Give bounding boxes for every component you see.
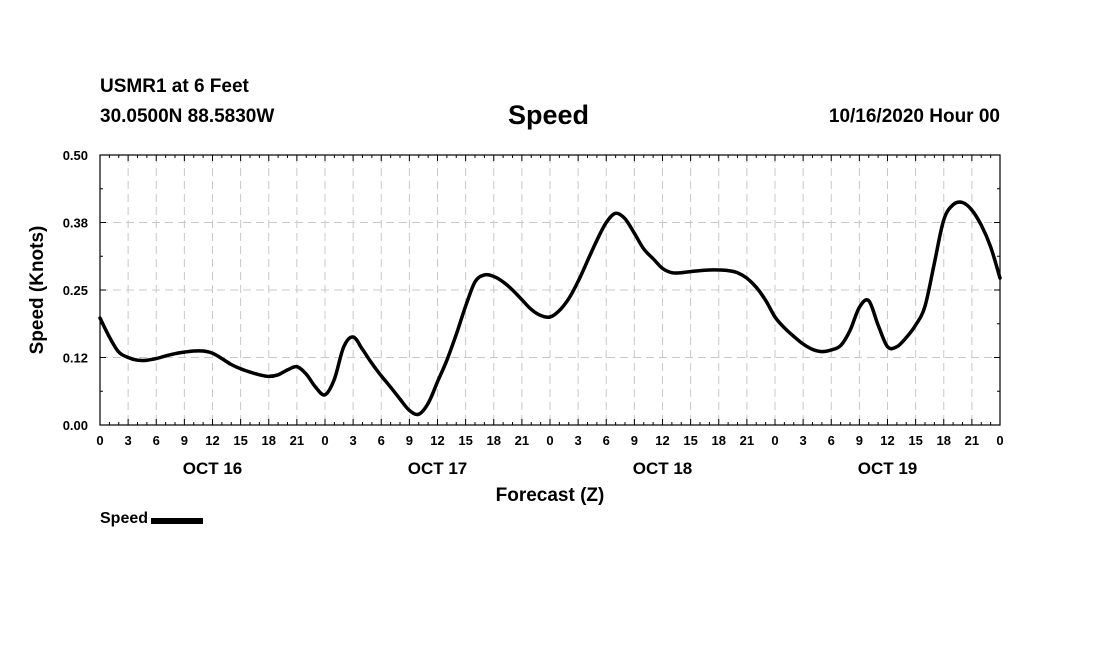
- day-label: OCT 18: [633, 459, 693, 478]
- x-tick-label: 0: [96, 433, 103, 448]
- x-tick-label: 6: [828, 433, 835, 448]
- x-tick-label: 18: [712, 433, 726, 448]
- x-tick-label: 6: [378, 433, 385, 448]
- x-axis-title: Forecast (Z): [496, 485, 605, 506]
- x-tick-label: 21: [515, 433, 529, 448]
- x-tick-label: 0: [321, 433, 328, 448]
- station-coordinates: 30.0500N 88.5830W: [100, 106, 275, 127]
- x-tick-label: 18: [487, 433, 501, 448]
- x-tick-label: 21: [290, 433, 304, 448]
- day-label: OCT 19: [858, 459, 918, 478]
- x-tick-label: 21: [965, 433, 979, 448]
- x-tick-label: 9: [631, 433, 638, 448]
- x-tick-label: 3: [575, 433, 582, 448]
- axis-tick-labels: 0 3 6 9 12 15 18 21 0 3 6 9 12 15 18 21 0 3 6 9 12 15 18 21 0 3 6 9…: [63, 148, 1004, 478]
- speed-series-line: [98, 200, 1002, 417]
- x-tick-label: 15: [458, 433, 472, 448]
- x-tick-label: 9: [181, 433, 188, 448]
- x-tick-label: 3: [350, 433, 357, 448]
- legend: Speed: [100, 510, 204, 528]
- day-label: OCT 16: [183, 459, 243, 478]
- chart-title: Speed: [508, 100, 590, 130]
- grid-lines: [100, 155, 1000, 425]
- y-tick-label: 0.50: [63, 148, 88, 163]
- y-tick-label: 0.25: [63, 283, 88, 298]
- x-tick-label: 12: [430, 433, 444, 448]
- x-tick-label: 15: [683, 433, 697, 448]
- x-tick-label: 3: [800, 433, 807, 448]
- x-tick-label: 12: [655, 433, 669, 448]
- legend-swatch: [151, 517, 204, 524]
- forecast-datetime: 10/16/2020 Hour 00: [828, 106, 1000, 127]
- x-tick-label: 6: [603, 433, 610, 448]
- x-tick-label: 15: [908, 433, 922, 448]
- y-tick-label: 0.12: [63, 351, 88, 366]
- x-tick-label: 12: [205, 433, 219, 448]
- x-tick-label: 18: [262, 433, 276, 448]
- day-label: OCT 17: [408, 459, 468, 478]
- legend-label: Speed: [100, 510, 149, 527]
- x-tick-label: 0: [771, 433, 778, 448]
- x-tick-label: 21: [740, 433, 754, 448]
- x-tick-label: 3: [125, 433, 132, 448]
- x-tick-label: 18: [937, 433, 951, 448]
- x-tick-label: 9: [856, 433, 863, 448]
- plot-frame: [99, 154, 1001, 426]
- x-tick-label: 12: [880, 433, 894, 448]
- x-tick-label: 0: [546, 433, 553, 448]
- y-tick-label: 0.00: [63, 418, 88, 433]
- x-tick-label: 15: [233, 433, 247, 448]
- x-tick-label: 0: [996, 433, 1003, 448]
- y-tick-label: 0.38: [63, 216, 88, 231]
- station-title: USMR1 at 6 Feet: [100, 76, 249, 97]
- y-axis-title: Speed (Knots): [27, 226, 48, 355]
- x-tick-label: 6: [153, 433, 160, 448]
- x-tick-label: 9: [406, 433, 413, 448]
